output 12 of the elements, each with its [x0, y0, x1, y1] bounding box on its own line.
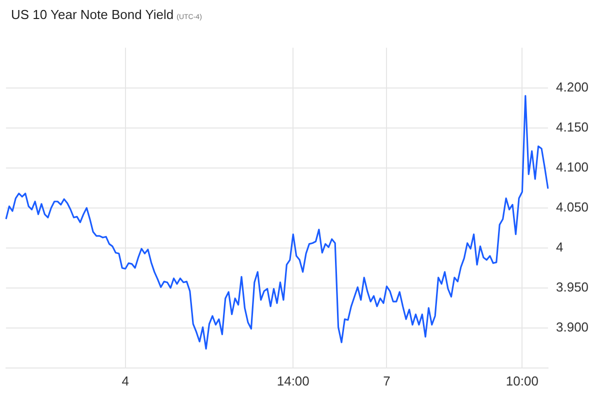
y-tick-label: 4.100 [556, 159, 589, 174]
y-tick-label: 4.200 [556, 79, 589, 94]
chart-title: US 10 Year Note Bond Yield [11, 7, 174, 22]
x-tick-label: 10:00 [506, 373, 538, 388]
y-tick-label: 4.150 [556, 119, 589, 134]
y-tick-label: 4 [556, 240, 564, 255]
x-tick-label: 4 [122, 373, 129, 388]
y-tick-label: 4.050 [556, 199, 589, 214]
x-tick-label: 14:00 [276, 373, 310, 388]
y-tick-label: 3.900 [556, 320, 589, 335]
y-tick-label: 3.950 [556, 280, 589, 295]
x-tick-label: 7 [383, 373, 390, 388]
